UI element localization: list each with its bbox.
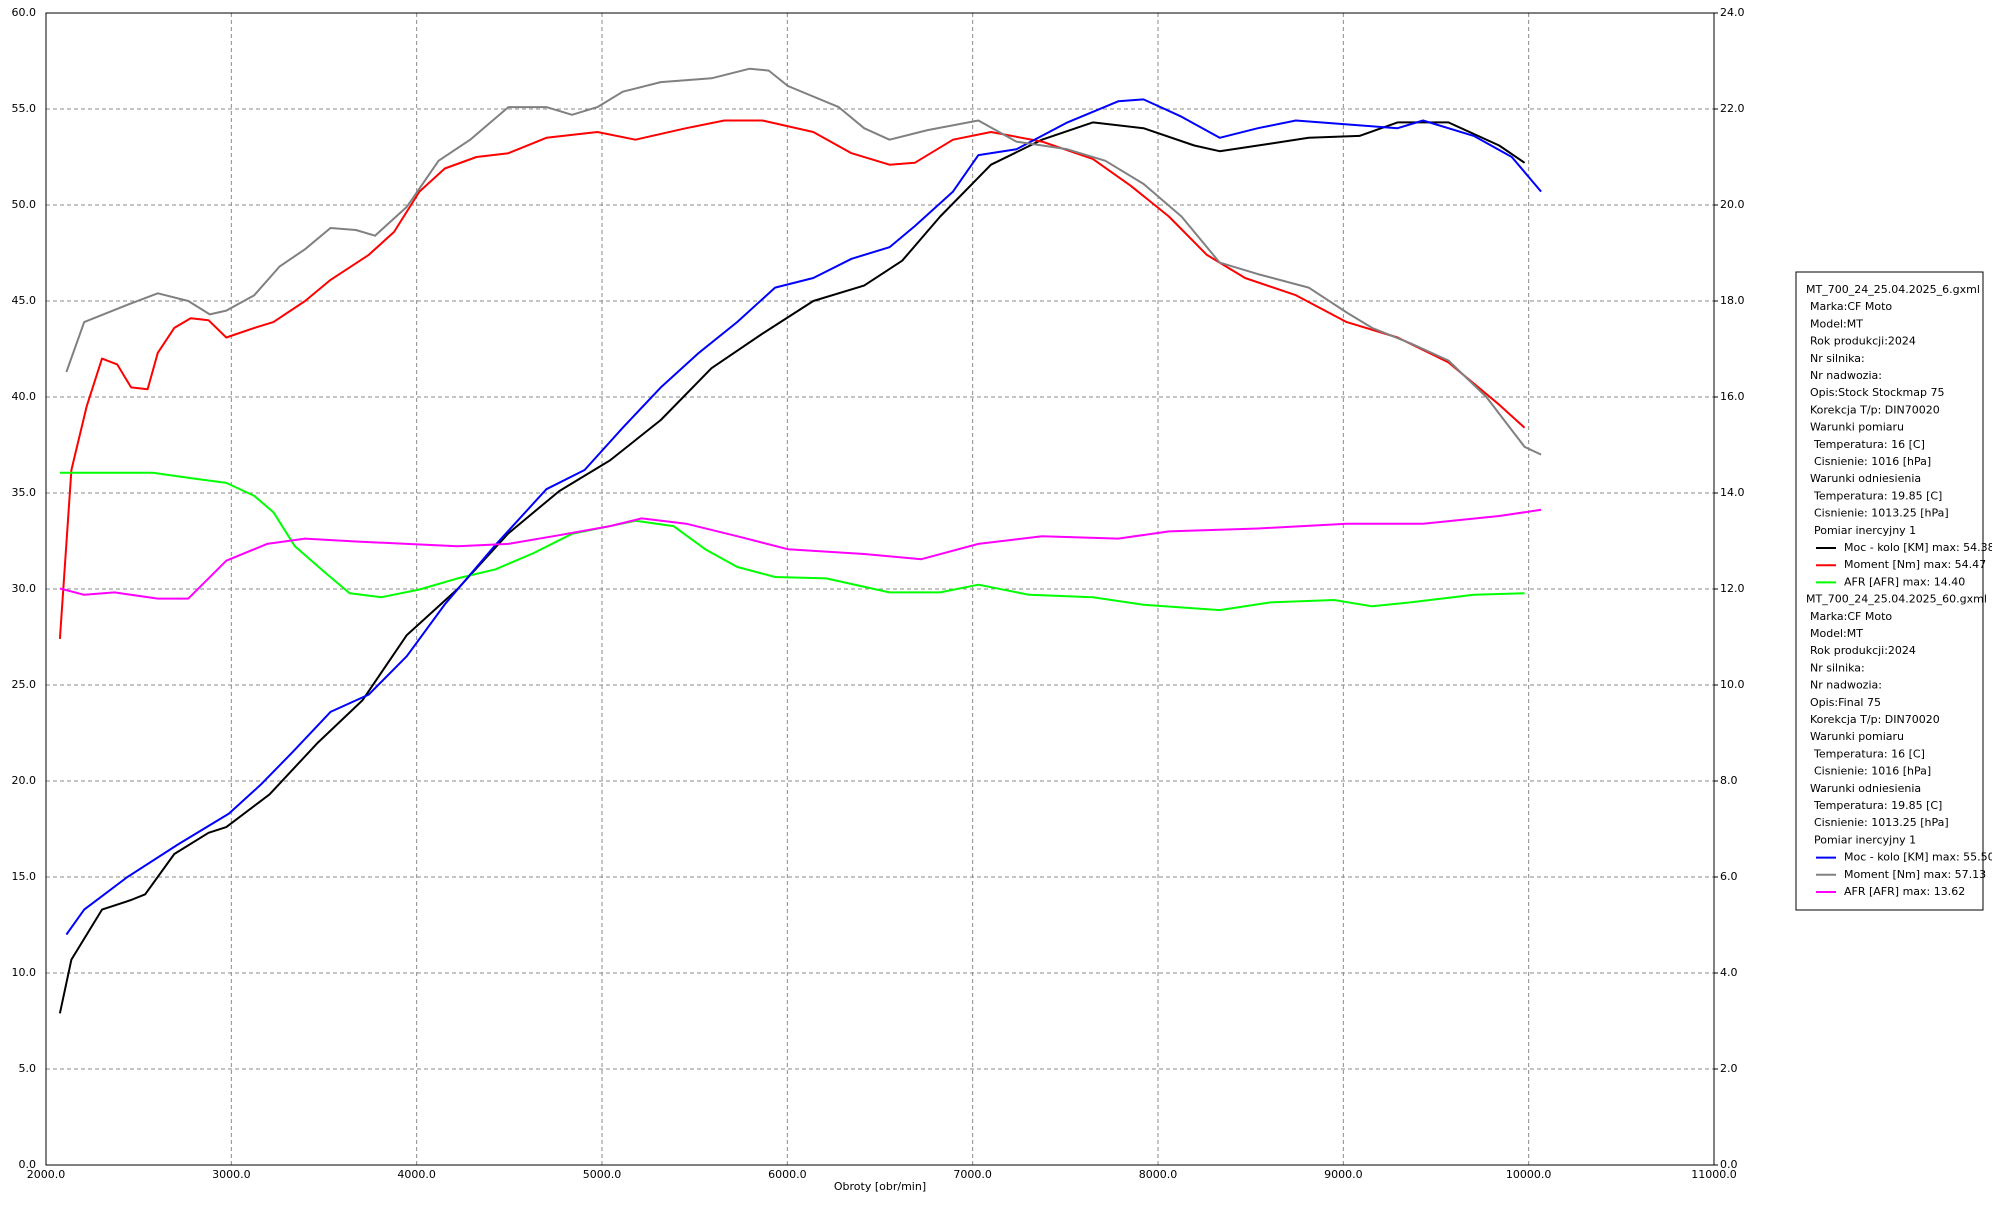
series-line <box>58 119 1526 639</box>
legend-info: Marka:CF Moto <box>1810 610 1892 623</box>
y-tick-label: 50.0 <box>12 198 37 211</box>
legend-info: Nr nadwozia: <box>1810 369 1882 382</box>
series-line <box>59 508 1542 600</box>
y2-tick-label: 12.0 <box>1720 582 1745 595</box>
x-tick-label: 2000.0 <box>27 1168 66 1181</box>
legend-info: Pomiar inercyjny 1 <box>1814 524 1916 537</box>
y-tick-label: 15.0 <box>12 870 37 883</box>
y2-tick-label: 4.0 <box>1720 966 1738 979</box>
legend-info: Cisnienie: 1016 [hPa] <box>1814 455 1931 468</box>
legend-info: Warunki pomiaru <box>1810 421 1904 434</box>
legend-file: MT_700_24_25.04.2025_6.gxml <box>1806 283 1980 296</box>
legend-info: Model:MT <box>1810 627 1863 640</box>
plot-frame <box>45 12 1715 1166</box>
legend-info: Cisnienie: 1016 [hPa] <box>1814 765 1931 778</box>
legend-entry: AFR [AFR] max: 13.62 <box>1844 885 1965 898</box>
legend-info: Warunki odniesienia <box>1810 782 1921 795</box>
legend-entry: Moc - kolo [KM] max: 55.50 <box>1844 851 1992 864</box>
y-tick-label: 5.0 <box>19 1062 37 1075</box>
series-line <box>65 67 1542 456</box>
legend-info: Opis:Final 75 <box>1810 696 1881 709</box>
x-tick-label: 7000.0 <box>953 1168 992 1181</box>
legend: MT_700_24_25.04.2025_6.gxml Marka:CF Moto… <box>1795 271 1992 911</box>
y-tick-label: 40.0 <box>12 390 37 403</box>
legend-entry: Moment [Nm] max: 57.13 <box>1844 868 1986 881</box>
legend-info: Rok produkcji:2024 <box>1810 335 1916 348</box>
x-tick-label: 5000.0 <box>583 1168 622 1181</box>
y-tick-label: 45.0 <box>12 294 37 307</box>
y2-tick-label: 0.0 <box>1720 1158 1738 1171</box>
x-tick-label: 8000.0 <box>1139 1168 1178 1181</box>
legend-info: Cisnienie: 1013.25 [hPa] <box>1814 507 1949 520</box>
legend-info: Temperatura: 19.85 [C] <box>1813 489 1942 502</box>
legend-info: Temperatura: 19.85 [C] <box>1813 799 1942 812</box>
legend-info: Rok produkcji:2024 <box>1810 644 1916 657</box>
legend-entry: Moc - kolo [KM] max: 54.38 <box>1844 541 1992 554</box>
legend-file: MT_700_24_25.04.2025_60.gxml <box>1806 593 1987 606</box>
legend-entry: AFR [AFR] max: 14.40 <box>1844 575 1965 588</box>
legend-frame <box>1795 271 1984 911</box>
legend-info: Warunki odniesienia <box>1810 472 1921 485</box>
y2-tick-label: 14.0 <box>1720 486 1745 499</box>
legend-info: Marka:CF Moto <box>1810 300 1892 313</box>
legend-info: Nr nadwozia: <box>1810 679 1882 692</box>
y-tick-label: 0.0 <box>19 1158 37 1171</box>
legend-info: Warunki pomiaru <box>1810 730 1904 743</box>
legend-info: Korekcja T/p: DIN70020 <box>1810 403 1940 416</box>
legend-info: Opis:Stock Stockmap 75 <box>1810 386 1944 399</box>
legend-info: Korekcja T/p: DIN70020 <box>1810 713 1940 726</box>
x-tick-label: 3000.0 <box>212 1168 251 1181</box>
legend-info: Temperatura: 16 [C] <box>1813 438 1925 451</box>
x-tick-label: 9000.0 <box>1324 1168 1363 1181</box>
y-tick-label: 30.0 <box>12 582 37 595</box>
y-tick-label: 55.0 <box>12 102 37 115</box>
series-line <box>59 471 1525 612</box>
y-tick-label: 20.0 <box>12 774 37 787</box>
y-tick-label: 10.0 <box>12 966 37 979</box>
series-line <box>58 121 1526 1014</box>
legend-info: Nr silnika: <box>1810 661 1865 674</box>
y2-tick-label: 24.0 <box>1720 6 1745 19</box>
y2-tick-label: 16.0 <box>1720 390 1745 403</box>
y2-tick-label: 8.0 <box>1720 774 1738 787</box>
y2-tick-label: 20.0 <box>1720 198 1745 211</box>
x-tick-label: 10000.0 <box>1506 1168 1552 1181</box>
x-tick-label: 4000.0 <box>397 1168 436 1181</box>
legend-entry: Moment [Nm] max: 54.47 <box>1844 558 1986 571</box>
legend-info: Model:MT <box>1810 317 1863 330</box>
legend-info: Temperatura: 16 [C] <box>1813 747 1925 760</box>
legend-info: Pomiar inercyjny 1 <box>1814 833 1916 846</box>
y-tick-label: 60.0 <box>12 6 37 19</box>
legend-info: Nr silnika: <box>1810 352 1865 365</box>
legend-info: Cisnienie: 1013.25 [hPa] <box>1814 816 1949 829</box>
y2-tick-label: 6.0 <box>1720 870 1738 883</box>
y2-tick-label: 2.0 <box>1720 1062 1738 1075</box>
y-tick-label: 35.0 <box>12 486 37 499</box>
y2-tick-label: 10.0 <box>1720 678 1745 691</box>
y-tick-label: 25.0 <box>12 678 37 691</box>
x-axis-label: Obroty [obr/min] <box>834 1180 926 1193</box>
x-tick-label: 11000.0 <box>1691 1168 1737 1181</box>
series-line <box>65 98 1542 936</box>
x-tick-label: 6000.0 <box>768 1168 807 1181</box>
y2-tick-label: 22.0 <box>1720 102 1745 115</box>
y2-tick-label: 18.0 <box>1720 294 1745 307</box>
